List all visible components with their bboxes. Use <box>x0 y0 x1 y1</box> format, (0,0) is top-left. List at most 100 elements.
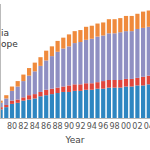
bar <box>113 19 117 33</box>
bar <box>27 68 31 76</box>
x-tick-label: 96 <box>98 122 108 131</box>
x-tick-label: 88 <box>53 122 63 131</box>
bar <box>141 85 145 118</box>
bar <box>33 71 37 94</box>
bar <box>141 28 145 77</box>
chart: 80828486889092949698000204Yeariaope <box>0 0 150 150</box>
bar <box>61 49 65 87</box>
bar <box>10 104 14 118</box>
bar <box>124 16 128 31</box>
bar <box>38 57 42 66</box>
bar <box>67 92 71 118</box>
bar <box>90 26 94 39</box>
x-tick-label: 86 <box>41 122 51 131</box>
bar <box>38 66 42 92</box>
bar <box>124 79 128 87</box>
bar <box>61 38 65 49</box>
bar <box>4 107 8 118</box>
x-tick-label: 94 <box>87 122 97 131</box>
bar <box>147 76 150 85</box>
bar <box>73 43 77 84</box>
bar <box>101 89 105 118</box>
bar <box>84 27 88 40</box>
x-axis-label: Year <box>64 135 84 145</box>
bar <box>67 85 71 92</box>
bar <box>101 35 105 81</box>
bars <box>0 11 150 118</box>
bar <box>33 98 37 118</box>
bar <box>4 105 8 107</box>
bar <box>27 76 31 96</box>
bar <box>141 77 145 86</box>
bar <box>44 51 48 61</box>
bar <box>38 96 42 118</box>
bar <box>118 80 122 88</box>
bar <box>135 78 139 86</box>
bar <box>84 40 88 83</box>
bar <box>10 87 14 91</box>
bar <box>10 101 14 104</box>
bar <box>90 39 94 84</box>
bar <box>38 92 42 96</box>
bar <box>56 52 60 88</box>
bar <box>95 37 99 83</box>
bar <box>90 90 94 118</box>
bar <box>113 88 117 118</box>
x-tick-label: 92 <box>75 122 85 131</box>
bar <box>118 18 122 32</box>
bar <box>50 94 54 118</box>
bar <box>21 101 25 118</box>
bar <box>67 34 71 46</box>
bar <box>16 100 20 103</box>
bar <box>118 88 122 118</box>
bar <box>4 98 8 105</box>
bar <box>56 41 60 52</box>
bar <box>84 83 88 90</box>
bar <box>118 32 122 80</box>
y-axis-line <box>0 4 1 118</box>
bar <box>33 94 37 98</box>
bar <box>95 24 99 37</box>
x-tick-label: 00 <box>121 122 131 131</box>
bar <box>124 87 128 118</box>
bar <box>101 81 105 89</box>
bar <box>130 87 134 118</box>
bar <box>78 30 82 42</box>
bar <box>78 84 82 91</box>
bar <box>147 84 150 118</box>
bar <box>95 82 99 89</box>
bar <box>78 42 82 84</box>
bar <box>130 16 134 31</box>
bar <box>16 87 20 100</box>
bar <box>107 19 111 33</box>
bar <box>10 91 14 101</box>
x-tick-label: 04 <box>144 122 150 131</box>
bar <box>141 12 145 28</box>
bar <box>73 91 77 118</box>
bar <box>16 103 20 118</box>
bar <box>44 95 48 118</box>
bar <box>130 31 134 79</box>
x-tick-label: 80 <box>7 122 17 131</box>
legend-entry: ia <box>1 28 9 38</box>
bar <box>90 83 94 90</box>
bar <box>67 46 71 85</box>
bar <box>124 31 128 79</box>
x-tick-label: 02 <box>132 122 142 131</box>
bar <box>73 31 77 43</box>
bar <box>16 81 20 86</box>
bar <box>21 97 25 100</box>
bar <box>78 91 82 118</box>
bar <box>50 56 54 89</box>
bar <box>73 84 77 91</box>
x-tick-label: 98 <box>110 122 120 131</box>
bar <box>56 88 60 93</box>
bar <box>147 11 150 27</box>
bar <box>27 95 31 99</box>
x-tick-label: 82 <box>18 122 28 131</box>
bar <box>147 27 150 76</box>
bar <box>50 89 54 94</box>
bar <box>44 90 48 95</box>
bar <box>61 87 65 92</box>
bar <box>107 80 111 88</box>
